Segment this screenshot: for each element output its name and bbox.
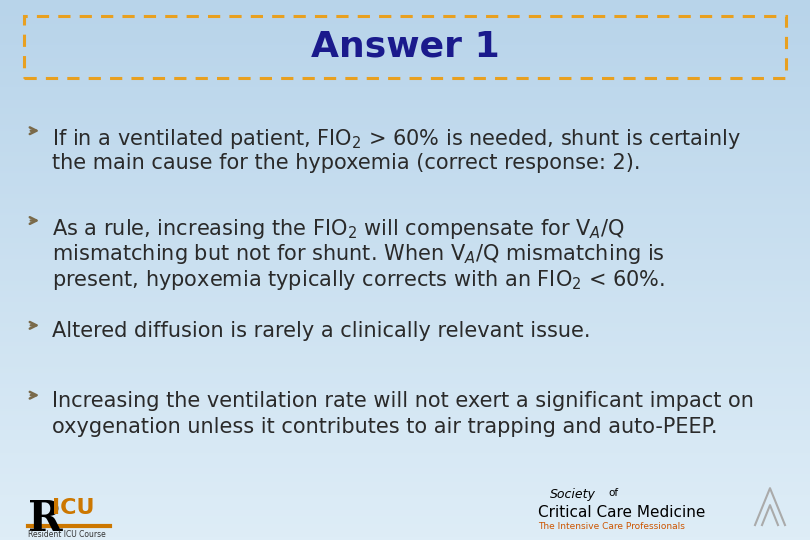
Text: Critical Care Medicine: Critical Care Medicine: [538, 505, 706, 520]
Text: Resident ICU Course: Resident ICU Course: [28, 530, 106, 539]
Text: mismatching but not for shunt. When V$_A$/Q mismatching is: mismatching but not for shunt. When V$_A…: [52, 242, 665, 267]
Text: The Intensive Care Professionals: The Intensive Care Professionals: [538, 522, 685, 531]
Text: If in a ventilated patient, FIO$_2$ > 60% is needed, shunt is certainly: If in a ventilated patient, FIO$_2$ > 60…: [52, 127, 741, 151]
Text: present, hypoxemia typically corrects with an FIO$_2$ < 60%.: present, hypoxemia typically corrects wi…: [52, 268, 665, 293]
Text: Increasing the ventilation rate will not exert a significant impact on: Increasing the ventilation rate will not…: [52, 391, 754, 411]
Text: Altered diffusion is rarely a clinically relevant issue.: Altered diffusion is rarely a clinically…: [52, 321, 590, 341]
Text: As a rule, increasing the FIO$_2$ will compensate for V$_A$/Q: As a rule, increasing the FIO$_2$ will c…: [52, 217, 625, 240]
Text: the main cause for the hypoxemia (correct response: 2).: the main cause for the hypoxemia (correc…: [52, 153, 641, 173]
Text: Society: Society: [550, 488, 596, 501]
Text: R: R: [28, 498, 62, 540]
Text: oxygenation unless it contributes to air trapping and auto-PEEP.: oxygenation unless it contributes to air…: [52, 417, 718, 437]
Text: Answer 1: Answer 1: [310, 30, 500, 64]
Text: of: of: [608, 488, 618, 498]
Text: ICU: ICU: [52, 498, 95, 518]
